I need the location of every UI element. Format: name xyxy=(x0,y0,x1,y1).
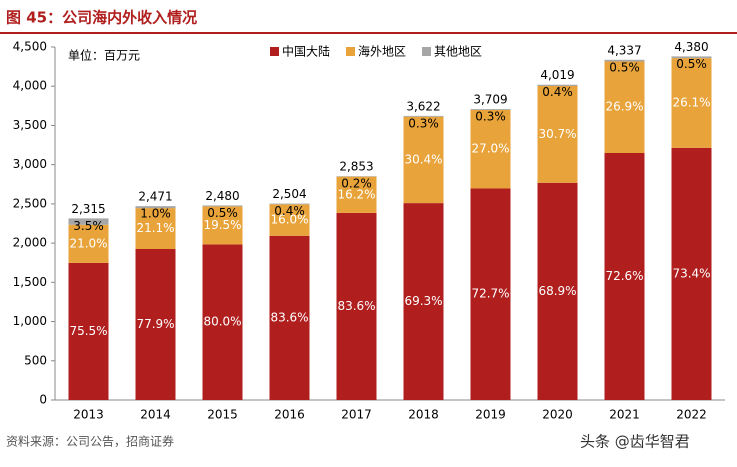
data-label: 77.9% xyxy=(136,317,174,331)
y-tick-label: 3,500 xyxy=(13,118,47,132)
data-label: 0.3% xyxy=(475,110,506,124)
data-label: 19.5% xyxy=(203,218,241,232)
data-label: 72.6% xyxy=(605,269,643,283)
chart-title: 图 45：公司海内外收入情况 xyxy=(6,9,197,27)
data-label: 0.4% xyxy=(542,85,573,99)
total-label: 3,622 xyxy=(406,99,440,113)
total-label: 4,019 xyxy=(540,68,574,82)
total-label: 4,380 xyxy=(674,40,708,54)
y-tick-label: 3,000 xyxy=(13,157,47,171)
total-label: 4,337 xyxy=(607,43,641,57)
total-label: 2,471 xyxy=(138,190,172,204)
x-tick-label: 2016 xyxy=(274,408,305,422)
legend-swatch xyxy=(422,47,431,56)
data-label: 30.7% xyxy=(538,127,576,141)
data-label: 3.5% xyxy=(73,219,104,233)
y-tick-label: 2,000 xyxy=(13,236,47,250)
data-label: 27.0% xyxy=(471,142,509,156)
legend-swatch xyxy=(270,47,279,56)
data-label: 68.9% xyxy=(538,284,576,298)
y-tick-label: 1,500 xyxy=(13,275,47,289)
data-label: 0.2% xyxy=(341,177,372,191)
data-label: 69.3% xyxy=(404,294,442,308)
x-tick-label: 2015 xyxy=(207,408,238,422)
data-label: 0.5% xyxy=(609,60,640,74)
data-label: 0.5% xyxy=(676,57,707,71)
total-label: 3,709 xyxy=(473,93,507,107)
legend-label: 中国大陆 xyxy=(282,44,330,59)
source: 资料来源：公司公告，招商证券 xyxy=(6,434,174,449)
data-label: 21.1% xyxy=(136,221,174,235)
total-label: 2,480 xyxy=(205,189,239,203)
x-tick-label: 2019 xyxy=(475,408,506,422)
data-label: 83.6% xyxy=(270,310,308,324)
y-tick-label: 500 xyxy=(24,353,47,367)
x-tick-label: 2013 xyxy=(73,408,104,422)
legend-label: 海外地区 xyxy=(358,44,406,59)
total-label: 2,853 xyxy=(339,160,373,174)
x-tick-label: 2014 xyxy=(140,408,171,422)
data-label: 75.5% xyxy=(69,324,107,338)
x-tick-label: 2021 xyxy=(609,408,640,422)
total-label: 2,504 xyxy=(272,187,306,201)
unit-label: 单位：百万元 xyxy=(68,48,140,63)
data-label: 73.4% xyxy=(672,266,710,280)
legend-label: 其他地区 xyxy=(434,45,482,59)
x-tick-label: 2022 xyxy=(676,408,707,422)
data-label: 80.0% xyxy=(203,315,241,329)
watermark: 头条 @齿华智君 xyxy=(580,433,690,451)
data-label: 72.7% xyxy=(471,287,509,301)
y-tick-label: 0 xyxy=(39,393,47,407)
data-label: 30.4% xyxy=(404,152,442,166)
data-label: 26.9% xyxy=(605,100,643,114)
data-label: 1.0% xyxy=(140,207,171,221)
data-label: 0.3% xyxy=(408,116,439,130)
x-tick-label: 2017 xyxy=(341,408,372,422)
data-label: 0.4% xyxy=(274,204,305,218)
data-label: 83.6% xyxy=(337,299,375,313)
y-tick-label: 4,500 xyxy=(13,40,47,54)
legend-swatch xyxy=(346,47,355,56)
x-tick-label: 2018 xyxy=(408,408,439,422)
data-label: 26.1% xyxy=(672,95,710,109)
y-tick-label: 2,500 xyxy=(13,196,47,210)
x-tick-label: 2020 xyxy=(542,408,573,422)
y-tick-label: 1,000 xyxy=(13,314,47,328)
data-label: 0.5% xyxy=(207,206,238,220)
data-label: 21.0% xyxy=(69,236,107,250)
total-label: 2,315 xyxy=(71,202,105,216)
y-tick-label: 4,000 xyxy=(13,79,47,93)
